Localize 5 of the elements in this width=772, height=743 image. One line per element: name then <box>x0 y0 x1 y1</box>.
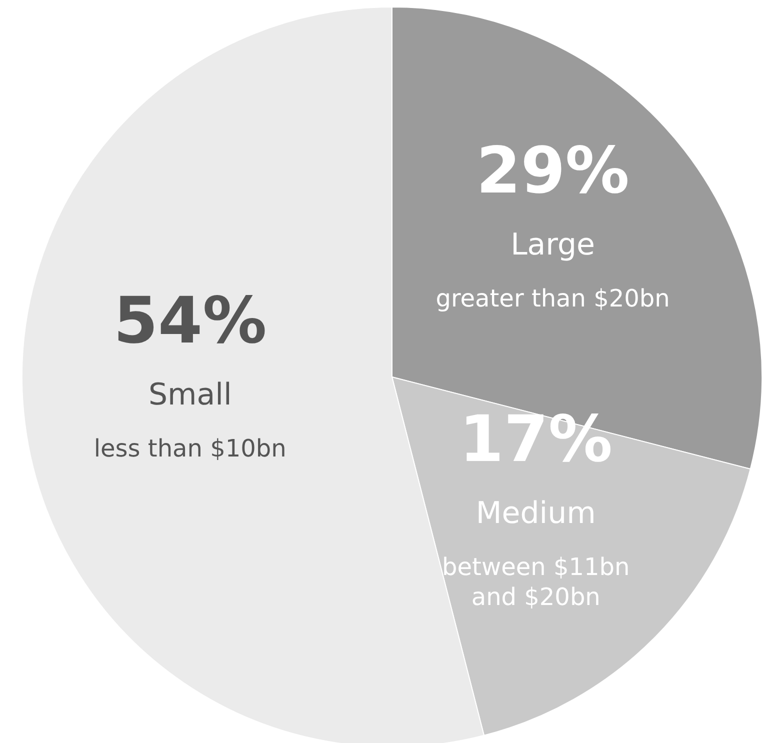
data-label: 17% <box>459 402 612 477</box>
data-label: 29% <box>476 134 630 208</box>
slice-label: Large greater than $20bn <box>436 227 670 312</box>
slice-label: Small less than $10bn <box>94 378 286 463</box>
data-label: 54% <box>114 284 267 359</box>
